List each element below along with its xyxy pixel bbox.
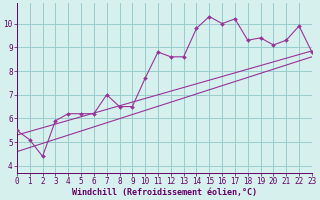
X-axis label: Windchill (Refroidissement éolien,°C): Windchill (Refroidissement éolien,°C) xyxy=(72,188,257,197)
